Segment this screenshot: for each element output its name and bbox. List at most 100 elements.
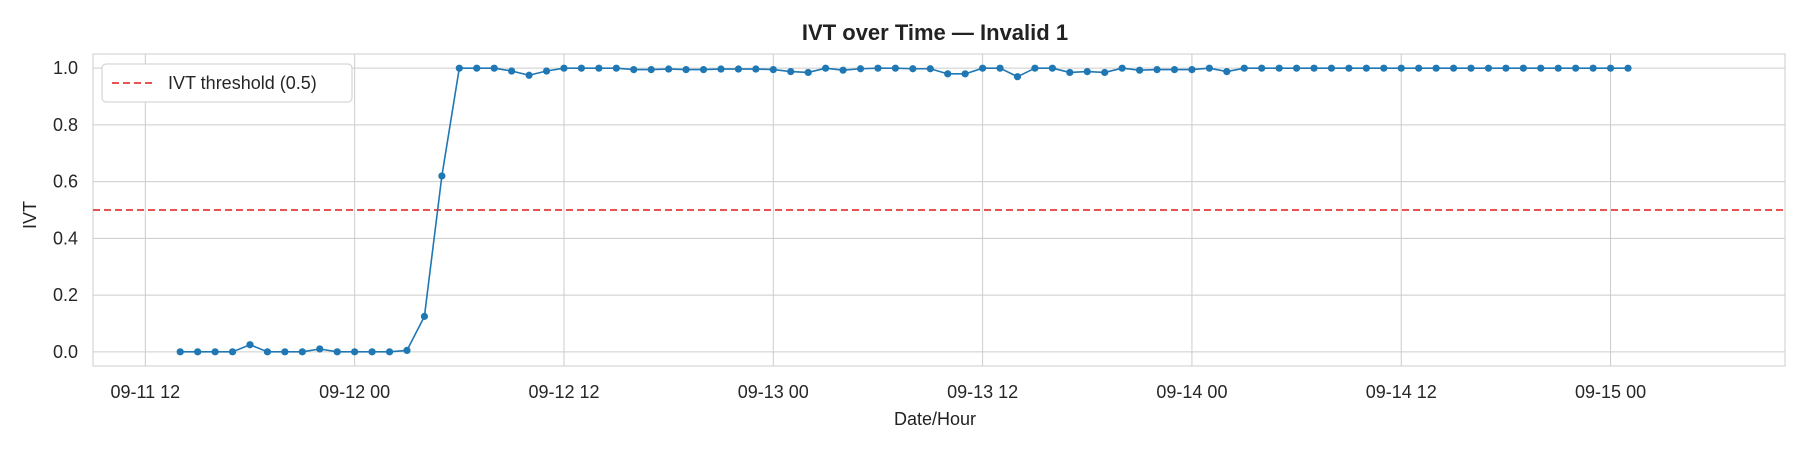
ivt-data-point	[944, 70, 952, 78]
ivt-data-point	[420, 312, 429, 320]
ivt-data-point	[403, 346, 411, 354]
ivt-data-point	[508, 67, 516, 75]
ivt-data-point	[1327, 64, 1336, 72]
ivt-data-point	[525, 71, 533, 79]
ivt-data-point	[1066, 68, 1074, 77]
ivt-data-point	[455, 64, 463, 72]
ivt-data-point	[473, 64, 481, 72]
ivt-data-point	[1345, 64, 1353, 72]
x-tick-label: 09-13 12	[947, 382, 1018, 402]
ivt-data-point	[699, 66, 708, 74]
legend-box	[101, 63, 353, 103]
ivt-data-point	[368, 348, 376, 356]
ivt-data-point	[1484, 64, 1493, 72]
x-tick-label: 09-12 12	[528, 382, 599, 402]
ivt-data-point	[682, 66, 690, 74]
ivt-data-point	[1258, 64, 1266, 72]
ivt-data-point	[1013, 73, 1022, 81]
ivt-data-point	[1624, 64, 1632, 72]
ivt-data-point	[211, 348, 219, 356]
x-tick-label: 09-12 00	[319, 382, 390, 402]
ivt-data-point	[1153, 66, 1161, 74]
ivt-data-point	[1101, 68, 1109, 77]
y-axis-label: IVT	[20, 201, 40, 229]
ivt-data-point	[281, 348, 289, 356]
ivt-data-point	[385, 348, 394, 356]
ivt-data-point	[246, 341, 254, 349]
x-tick-label: 09-11 12	[110, 382, 180, 402]
ivt-data-point	[839, 66, 847, 74]
ivt-data-point	[176, 348, 184, 356]
x-tick-label: 09-14 00	[1156, 382, 1227, 402]
ivt-data-point	[1502, 64, 1510, 72]
ivt-data-point	[1415, 64, 1423, 72]
ivt-data-point	[316, 345, 324, 353]
ivt-data-point	[1519, 64, 1527, 72]
ivt-data-point	[647, 66, 655, 74]
ivt-data-point	[769, 66, 777, 74]
ivt-data-point	[1362, 64, 1370, 72]
ivt-data-point	[961, 70, 969, 78]
ivt-data-point	[1136, 66, 1144, 74]
ivt-data-point	[333, 348, 341, 356]
ivt-data-point	[891, 64, 899, 72]
ivt-data-point	[717, 65, 725, 73]
ivt-data-point	[542, 67, 551, 75]
ivt-data-point	[1275, 64, 1283, 72]
ivt-data-point	[1537, 64, 1545, 72]
ivt-data-point	[560, 64, 568, 72]
chart-title: IVT over Time — Invalid 1	[802, 20, 1068, 45]
ivt-data-point	[630, 66, 638, 74]
ivt-data-point	[194, 348, 202, 356]
ivt-data-point	[1397, 64, 1405, 72]
ivt-data-point	[787, 67, 795, 76]
x-tick-label: 09-15 00	[1575, 382, 1646, 402]
ivt-data-point	[1170, 66, 1179, 74]
ivt-data-point	[1554, 64, 1562, 72]
ivt-data-point	[804, 68, 812, 77]
ivt-data-point	[752, 65, 760, 73]
ivt-data-point	[926, 65, 934, 73]
ivt-data-point	[1223, 67, 1231, 76]
ivt-data-point	[1449, 64, 1458, 72]
ivt-data-point	[490, 64, 498, 72]
ivt-data-point	[909, 65, 917, 73]
ivt-data-point	[1083, 67, 1091, 76]
ivt-data-point	[298, 348, 306, 356]
ivt-data-point	[1031, 64, 1039, 72]
ivt-data-point	[1380, 64, 1388, 72]
ivt-data-point	[856, 65, 865, 73]
ivt-data-point	[1118, 64, 1126, 72]
legend-threshold-label: IVT threshold (0.5)	[168, 73, 317, 93]
ivt-data-point	[1188, 66, 1196, 74]
ivt-data-point	[351, 348, 359, 356]
ivt-data-point	[1292, 64, 1301, 72]
ivt-data-point	[577, 64, 586, 72]
ivt-data-point	[1432, 64, 1440, 72]
ivt-data-point	[874, 64, 882, 72]
y-tick-labels: 0.0 0.2 0.4 0.6 0.8 1.0	[53, 58, 78, 362]
y-tick-label: 0.4	[53, 228, 78, 248]
series-layer	[176, 64, 1632, 356]
y-tick-label: 0.2	[53, 285, 78, 305]
x-tick-labels: 09-11 12 09-12 00 09-12 12 09-13 00 09-13 12…	[110, 382, 1646, 402]
ivt-data-point	[1048, 64, 1056, 72]
legend: IVT threshold (0.5)	[101, 63, 353, 103]
y-tick-label: 0.0	[53, 342, 78, 362]
ivt-data-point	[612, 64, 620, 72]
ivt-data-point	[1572, 64, 1580, 72]
ivt-series-line	[180, 67, 1629, 353]
ivt-data-point	[1205, 64, 1213, 72]
x-axis-label: Date/Hour	[894, 409, 976, 429]
ivt-data-point	[734, 65, 743, 73]
ivt-data-point	[1589, 64, 1597, 72]
x-tick-label: 09-13 00	[738, 382, 809, 402]
ivt-data-point	[595, 64, 603, 72]
ivt-data-point	[1240, 64, 1248, 72]
y-tick-label: 0.6	[53, 172, 78, 192]
ivt-data-point	[665, 65, 673, 73]
y-tick-label: 1.0	[53, 58, 78, 78]
ivt-data-point	[1467, 64, 1475, 72]
ivt-data-point	[822, 64, 830, 72]
